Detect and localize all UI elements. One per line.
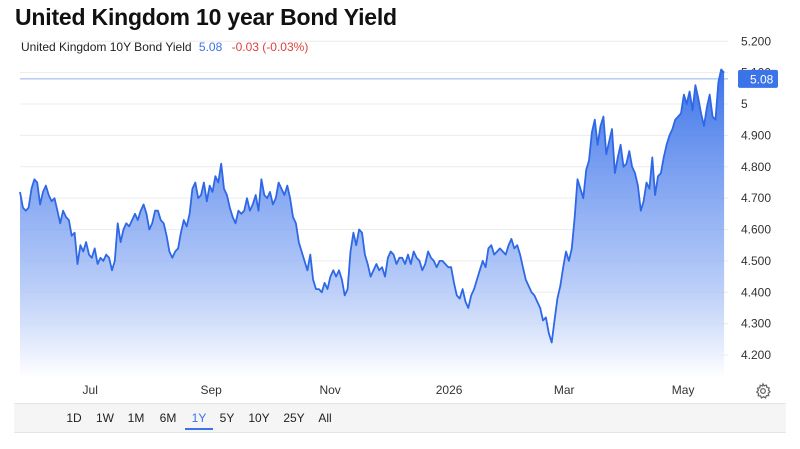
y-tick-label: 4.200 — [741, 348, 771, 362]
yield-area-fill — [20, 69, 725, 377]
y-tick-label: 4.900 — [741, 128, 771, 142]
range-button-6m[interactable]: 6M — [159, 411, 177, 425]
current-value-badge — [738, 69, 778, 88]
y-tick-label: 5.200 — [741, 34, 771, 48]
range-button-25y[interactable]: 25Y — [283, 411, 305, 425]
x-tick-label: May — [672, 383, 695, 397]
series-legend: United Kingdom 10Y Bond Yield 5.08 -0.03… — [21, 40, 308, 54]
x-tick-label: Mar — [554, 383, 575, 397]
legend-series-name: United Kingdom 10Y Bond Yield — [21, 40, 192, 54]
active-range-underline — [185, 428, 213, 430]
yield-series-line[interactable] — [19, 68, 725, 344]
y-tick-label: 4.700 — [741, 191, 771, 205]
range-button-1m[interactable]: 1M — [127, 411, 145, 425]
current-value-badge-label: 5.08 — [750, 72, 774, 86]
range-button-1d[interactable]: 1D — [66, 411, 82, 425]
range-button-1y[interactable]: 1Y — [191, 411, 207, 425]
y-tick-label: 4.400 — [741, 285, 771, 299]
x-tick-label: Nov — [319, 383, 340, 397]
range-button-5y[interactable]: 5Y — [219, 411, 235, 425]
x-tick-label: 2026 — [436, 383, 463, 397]
legend-change: -0.03 (-0.03%) — [231, 40, 309, 54]
time-range-bar — [14, 403, 786, 433]
gear-icon[interactable] — [754, 382, 772, 400]
range-button-all[interactable]: All — [318, 411, 332, 425]
x-tick-label: Sep — [200, 383, 222, 397]
y-tick-label: 5 — [741, 97, 748, 111]
range-button-10y[interactable]: 10Y — [248, 411, 270, 425]
y-tick-label: 4.500 — [741, 254, 771, 268]
y-tick-label: 4.300 — [741, 317, 771, 331]
y-tick-label: 4.600 — [741, 223, 771, 237]
y-tick-label: 4.800 — [741, 160, 771, 174]
range-button-1w[interactable]: 1W — [96, 411, 114, 425]
page-title: United Kingdom 10 year Bond Yield — [15, 4, 397, 30]
legend-current-value: 5.08 — [198, 40, 223, 54]
x-tick-label: Jul — [83, 383, 98, 397]
